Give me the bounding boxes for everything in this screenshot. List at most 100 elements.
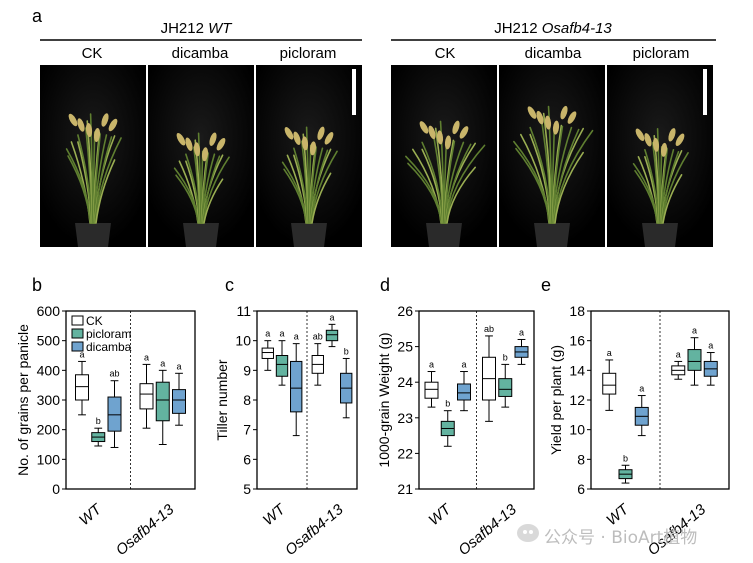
panel-label: e xyxy=(541,275,551,295)
significance-letter: a xyxy=(708,341,713,351)
y-tick-label: 6 xyxy=(243,451,251,467)
boxplot-panels: b 0 100 200 300 400 500 600 No. of grains per pa… xyxy=(15,275,730,559)
box xyxy=(424,381,439,399)
watermark: 公众号 · BioArt植物 xyxy=(544,528,698,548)
group-wt-header: JH212 WT CK dicamba picloram xyxy=(40,20,362,62)
legend-label: picloram xyxy=(86,327,131,341)
y-tick-label: 12 xyxy=(569,392,585,408)
plant-photos xyxy=(40,65,713,247)
box-dicamba: a xyxy=(290,332,303,437)
y-tick-label: 14 xyxy=(569,362,585,378)
box-ck: a xyxy=(602,348,617,411)
y-tick-label: 500 xyxy=(37,333,61,349)
box xyxy=(325,329,339,342)
x-tick-label: Osafb4-13 xyxy=(455,501,520,559)
significance-letter: ab xyxy=(484,324,494,334)
significance-letter: a xyxy=(160,358,165,368)
plant-photo xyxy=(499,65,605,247)
significance-letter: b xyxy=(503,352,508,362)
box-picloram: b xyxy=(91,416,106,447)
pot xyxy=(426,223,462,247)
treatment-label: CK xyxy=(82,45,103,62)
box-dicamba: a xyxy=(172,361,186,426)
plant-leaves xyxy=(65,113,122,224)
pot xyxy=(183,223,219,247)
box-dicamba: a xyxy=(457,360,471,412)
x-tick-label: Osafb4-13 xyxy=(113,501,178,559)
box xyxy=(139,383,154,410)
box-ck: a xyxy=(671,349,686,380)
significance-letter: a xyxy=(279,329,284,339)
box-dicamba: a xyxy=(514,327,529,365)
box-ck: ab xyxy=(482,324,496,422)
y-tick-label: 7 xyxy=(243,422,251,438)
scale-bar xyxy=(703,69,707,115)
significance-letter: a xyxy=(265,329,270,339)
y-tick-label: 5 xyxy=(243,481,251,497)
panel-a-label: a xyxy=(32,6,43,26)
significance-letter: b xyxy=(344,346,349,356)
box-ck: a xyxy=(75,349,89,416)
significance-letter: a xyxy=(607,348,612,358)
box-ck: ab xyxy=(311,332,324,386)
box-dicamba: a xyxy=(634,384,649,437)
panicles xyxy=(176,132,226,162)
y-tick-label: 25 xyxy=(397,339,413,355)
plant-photo xyxy=(607,65,713,247)
scale-bar xyxy=(352,69,356,115)
pot xyxy=(291,223,327,247)
box xyxy=(261,347,274,359)
panicles xyxy=(68,113,118,142)
treatment-label: picloram xyxy=(280,45,337,62)
significance-letter: b xyxy=(96,416,101,426)
pot xyxy=(642,223,678,247)
panel-label: b xyxy=(32,275,42,295)
panicles xyxy=(527,105,577,135)
y-tick-label: 100 xyxy=(37,451,61,467)
plant-leaves xyxy=(173,132,230,224)
significance-letter: a xyxy=(79,349,84,359)
y-tick-label: 6 xyxy=(577,481,585,497)
box-picloram: a xyxy=(687,326,702,386)
legend-label: dicamba xyxy=(86,340,132,354)
box-ck: a xyxy=(261,329,274,371)
x-tick-label: WT xyxy=(76,500,106,529)
pot xyxy=(75,223,111,247)
x-tick-label: Osafb4-13 xyxy=(282,501,347,559)
treatment-label: CK xyxy=(435,45,456,62)
significance-letter: a xyxy=(461,360,466,370)
x-tick-label: WT xyxy=(260,500,290,529)
y-tick-label: 9 xyxy=(243,362,251,378)
significance-letter: ab xyxy=(313,332,323,342)
box-picloram: b xyxy=(440,399,455,447)
y-tick-label: 26 xyxy=(397,303,413,319)
group-title: JH212 WT xyxy=(161,20,234,37)
significance-letter: ab xyxy=(109,369,119,379)
legend-swatch xyxy=(71,315,84,326)
significance-letter: a xyxy=(144,352,149,362)
box-picloram: a xyxy=(275,329,289,386)
y-tick-label: 600 xyxy=(37,303,61,319)
significance-letter: a xyxy=(176,361,181,371)
legend-swatch xyxy=(71,341,84,352)
y-tick-label: 200 xyxy=(37,422,61,438)
box xyxy=(107,396,122,432)
y-axis-label: Yield per plant (g) xyxy=(548,345,564,455)
y-tick-label: 10 xyxy=(235,333,251,349)
panicles xyxy=(419,120,469,150)
box-picloram: a xyxy=(325,312,339,348)
significance-letter: a xyxy=(519,327,524,337)
panel-label: c xyxy=(225,275,234,295)
significance-letter: a xyxy=(692,326,697,336)
significance-letter: b xyxy=(445,399,450,409)
significance-letter: a xyxy=(329,312,334,322)
y-tick-label: 24 xyxy=(397,374,413,390)
significance-letter: a xyxy=(676,349,681,359)
panicles xyxy=(284,126,334,156)
y-tick-label: 300 xyxy=(37,392,61,408)
x-tick-label: WT xyxy=(426,500,456,529)
legend-swatch xyxy=(71,328,84,339)
